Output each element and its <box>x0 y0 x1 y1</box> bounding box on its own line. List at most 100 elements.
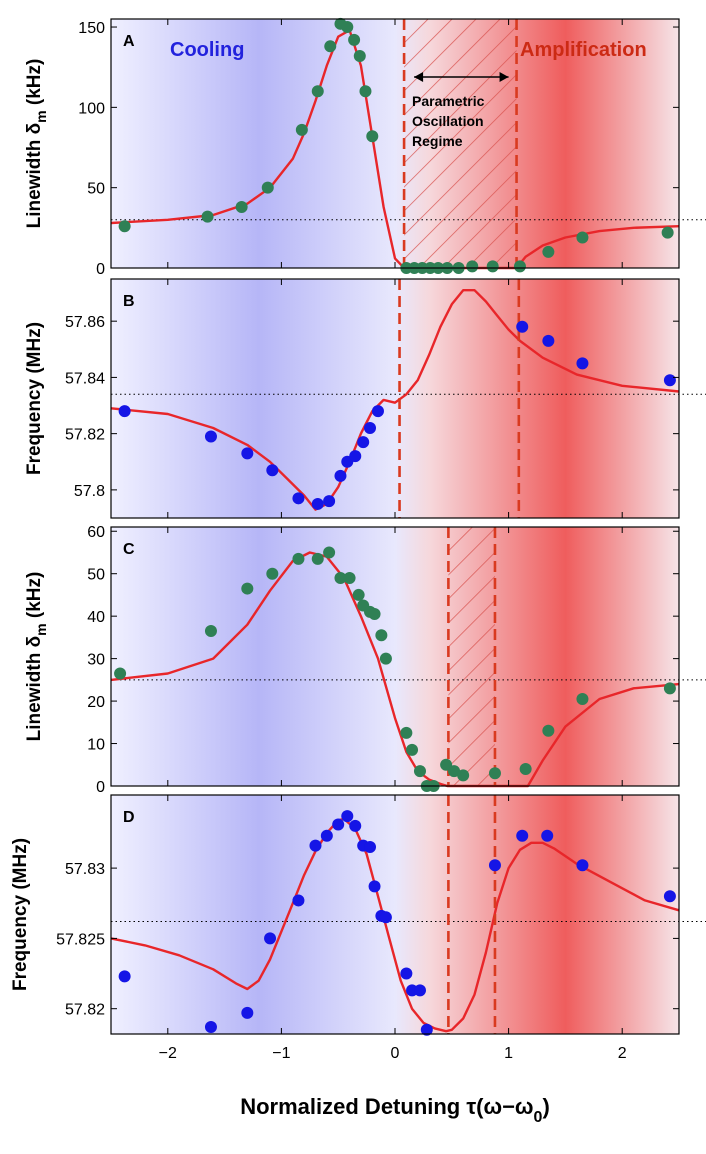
data-point <box>576 357 589 370</box>
data-point <box>368 880 381 893</box>
fit-curve <box>110 551 680 788</box>
x-axis-label: Normalized Detuning τ(ω−ω0) <box>240 1094 550 1126</box>
hatch-line <box>448 527 495 576</box>
y-tick-label: 57.82 <box>65 427 105 444</box>
panel-b: 57.8 57.82 57.84 57.86 B Frequency (MHz) <box>24 278 706 519</box>
region-label-amplification: Amplification <box>520 39 647 61</box>
data-point <box>663 374 676 387</box>
panel-label: B <box>123 293 135 310</box>
data-point <box>204 625 217 638</box>
x-tick-label: −2 <box>159 1045 177 1062</box>
hatch-line <box>404 49 517 164</box>
panel-label: A <box>123 33 135 50</box>
x-tick-label: 0 <box>391 1045 400 1062</box>
data-point <box>114 667 127 680</box>
data-point <box>519 763 532 776</box>
data-point <box>348 33 361 46</box>
y-tick-label: 0 <box>96 779 105 796</box>
data-point <box>368 608 381 621</box>
data-point <box>118 405 131 418</box>
data-point <box>379 652 392 665</box>
hatch-line <box>448 623 495 672</box>
data-point <box>663 890 676 903</box>
data-point <box>311 497 324 510</box>
data-point <box>292 492 305 505</box>
data-point <box>343 571 356 584</box>
data-point <box>541 829 554 842</box>
x-tick-label: 2 <box>618 1045 627 1062</box>
data-point <box>311 85 324 98</box>
data-point <box>320 829 333 842</box>
data-point <box>413 765 426 778</box>
data-point <box>542 334 555 347</box>
hatched-region <box>404 19 517 268</box>
hatch-line <box>404 73 517 188</box>
data-point <box>663 682 676 695</box>
data-point <box>353 49 366 62</box>
data-point <box>448 765 461 778</box>
data-point <box>457 769 470 782</box>
y-tick-label: 40 <box>87 609 105 626</box>
x-axis-label-subscript: 0 <box>534 1109 543 1126</box>
y-axis-label-main: Linewidth δ <box>24 636 45 741</box>
y-tick-label: 50 <box>87 567 105 584</box>
fit-curve <box>110 29 680 270</box>
data-point <box>357 436 370 449</box>
data-point <box>334 571 347 584</box>
y-tick-label: 10 <box>87 737 105 754</box>
data-point <box>516 829 529 842</box>
arrowhead-right-icon <box>499 72 509 82</box>
data-point <box>341 21 354 34</box>
data-point <box>400 967 413 980</box>
data-point <box>323 495 336 508</box>
y-tick-label: 0 <box>96 261 105 278</box>
data-point <box>334 469 347 482</box>
data-point <box>341 810 354 823</box>
data-point <box>486 260 499 273</box>
y-tick-label: 30 <box>87 652 105 669</box>
data-point <box>661 226 674 239</box>
data-point <box>359 85 372 98</box>
data-point <box>516 320 529 333</box>
data-point <box>466 260 479 273</box>
y-tick-label: 57.84 <box>65 370 105 387</box>
hatch-line <box>448 695 495 744</box>
y-tick-label: 150 <box>78 20 105 37</box>
y-axis-label-subscript: m <box>33 623 49 635</box>
data-point <box>420 1023 433 1036</box>
panel-d: 57.82 57.825 57.83 −2 −1 0 1 2 D Frequency (MHz) N… <box>10 794 706 1126</box>
data-point <box>241 1006 254 1019</box>
data-point <box>261 181 274 194</box>
data-point <box>488 767 501 780</box>
y-tick-label: 60 <box>87 524 105 541</box>
hatch-line <box>442 193 517 268</box>
y-tick-label: 50 <box>87 181 105 198</box>
panel-label: D <box>123 809 135 826</box>
hatch-line <box>404 97 517 212</box>
data-point <box>264 932 277 945</box>
data-point <box>332 818 345 831</box>
annotation-line: Oscillation <box>412 113 484 129</box>
panel-background <box>111 19 679 268</box>
hatched-region <box>448 527 495 786</box>
data-point <box>295 123 308 136</box>
x-tick-label: 1 <box>504 1045 513 1062</box>
data-point <box>118 970 131 983</box>
hatch-line <box>466 217 517 268</box>
hatch-line <box>404 25 517 140</box>
panel-background <box>111 279 679 518</box>
region-label-cooling: Cooling <box>170 39 244 61</box>
y-axis-label: Linewidth δm (kHz) <box>24 572 49 742</box>
data-point <box>241 582 254 595</box>
data-point <box>292 552 305 565</box>
data-point <box>371 405 384 418</box>
data-point <box>266 464 279 477</box>
data-point <box>542 245 555 258</box>
y-axis-label: Linewidth δm (kHz) <box>24 59 49 229</box>
y-tick-label: 20 <box>87 694 105 711</box>
data-point <box>311 552 324 565</box>
data-point <box>364 841 377 854</box>
y-axis-label-subscript: m <box>33 110 49 122</box>
data-point <box>349 819 362 832</box>
